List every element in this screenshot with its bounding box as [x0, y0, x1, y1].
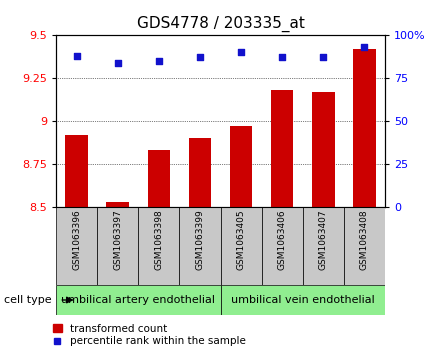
Text: umbilical vein endothelial: umbilical vein endothelial: [231, 295, 374, 305]
Title: GDS4778 / 203335_at: GDS4778 / 203335_at: [136, 16, 304, 32]
Text: GSM1063397: GSM1063397: [113, 209, 122, 270]
Bar: [353, 49, 376, 207]
Bar: [312, 92, 334, 207]
Bar: [97, 207, 138, 285]
Text: GSM1063405: GSM1063405: [237, 209, 246, 270]
Text: GSM1063399: GSM1063399: [196, 209, 204, 270]
Text: GSM1063396: GSM1063396: [72, 209, 81, 270]
Bar: [56, 285, 221, 315]
Bar: [344, 207, 385, 285]
Bar: [138, 207, 179, 285]
Bar: [271, 90, 294, 207]
Bar: [221, 207, 262, 285]
Point: [114, 60, 121, 65]
Text: GSM1063407: GSM1063407: [319, 209, 328, 270]
Bar: [262, 207, 303, 285]
Bar: [303, 207, 344, 285]
Text: GSM1063408: GSM1063408: [360, 209, 369, 270]
Point: [196, 54, 203, 60]
Bar: [147, 150, 170, 207]
Point: [73, 53, 80, 58]
Bar: [56, 207, 97, 285]
Text: cell type: cell type: [4, 295, 52, 305]
Bar: [189, 138, 211, 207]
Point: [238, 49, 244, 55]
Point: [156, 58, 162, 64]
Point: [320, 54, 327, 60]
Bar: [221, 285, 385, 315]
Point: [279, 54, 286, 60]
Text: GSM1063398: GSM1063398: [154, 209, 163, 270]
Bar: [65, 135, 88, 207]
Bar: [179, 207, 221, 285]
Text: GSM1063406: GSM1063406: [278, 209, 287, 270]
Bar: [106, 202, 129, 207]
Legend: transformed count, percentile rank within the sample: transformed count, percentile rank withi…: [53, 324, 246, 346]
Bar: [230, 126, 252, 207]
Text: umbilical artery endothelial: umbilical artery endothelial: [61, 295, 215, 305]
Point: [361, 44, 368, 50]
